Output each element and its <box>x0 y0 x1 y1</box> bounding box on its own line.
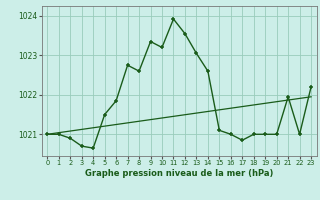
X-axis label: Graphe pression niveau de la mer (hPa): Graphe pression niveau de la mer (hPa) <box>85 169 273 178</box>
